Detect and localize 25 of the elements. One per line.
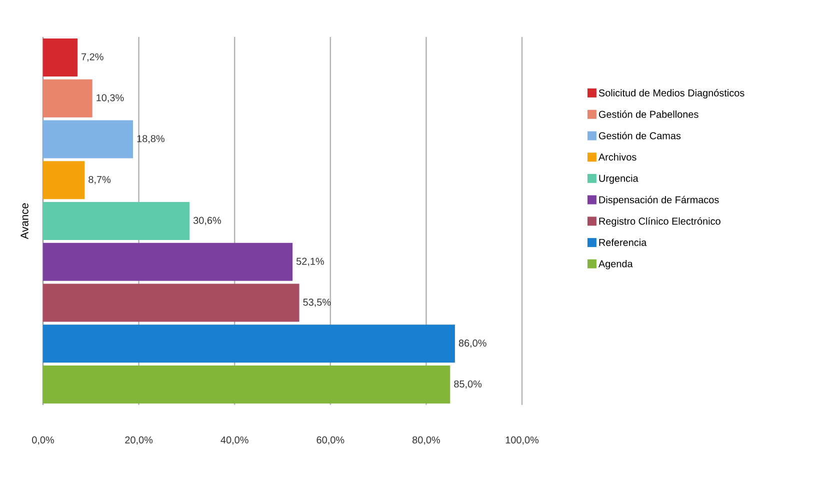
data-label: 7,2%: [82, 53, 104, 62]
data-label: 52,1%: [296, 258, 324, 266]
y-axis-title: Avance: [20, 203, 28, 240]
data-label: 18,8%: [137, 135, 164, 144]
data-label: 53,5%: [303, 298, 331, 307]
data-label: 85,0%: [454, 380, 482, 389]
legend-label: Dispensación de Fármacos: [599, 196, 719, 206]
data-label: 8,7%: [88, 176, 111, 184]
data-label: 86,0%: [458, 340, 486, 348]
legend-label: Gestión de Pabellones: [598, 110, 698, 118]
legend-label: Referencia: [599, 238, 647, 246]
x-tick-label: 80,0%: [412, 436, 440, 445]
legend-label: Archivos: [598, 153, 636, 161]
legend-label: Registro Clínico Electrónico: [599, 217, 720, 227]
data-label: 30,6%: [193, 216, 221, 226]
legend-label: Agenda: [598, 260, 633, 270]
data-label: 10,3%: [96, 94, 124, 102]
x-tick-label: 20,0%: [125, 436, 153, 445]
legend-label: Solicitud de Medios Diagnósticos: [598, 89, 744, 98]
x-tick-label: 60,0%: [316, 436, 344, 445]
legend-label: Gestión de Camas: [598, 132, 681, 140]
x-tick-label: 0,0%: [32, 436, 54, 445]
x-tick-label: 100,0%: [506, 436, 539, 445]
legend-label: Urgencia: [599, 174, 638, 184]
x-tick-label: 40,0%: [220, 436, 248, 445]
